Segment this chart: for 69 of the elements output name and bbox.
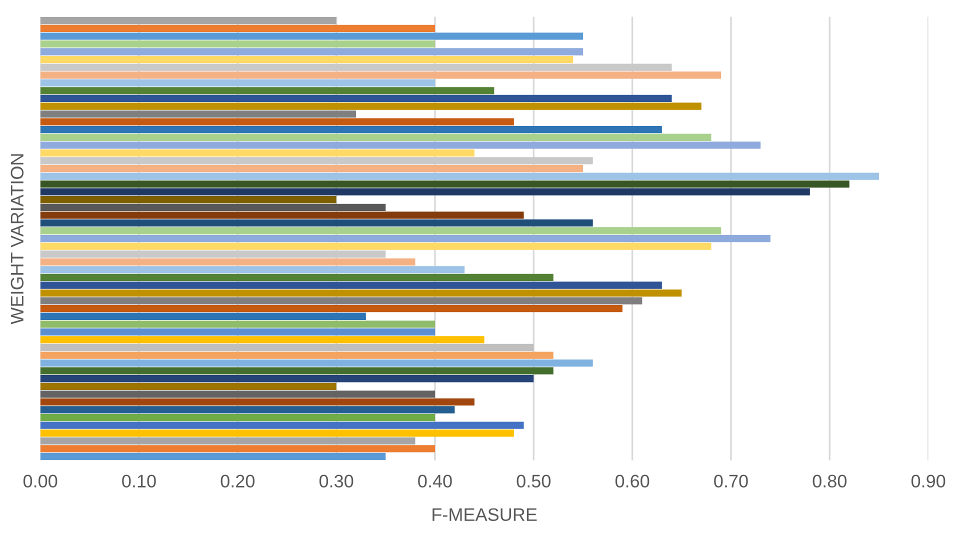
bar — [40, 266, 465, 274]
bar — [40, 24, 435, 32]
bar — [40, 297, 642, 304]
bar — [40, 196, 336, 204]
bar — [40, 422, 524, 429]
bar — [40, 72, 722, 79]
bar — [40, 212, 524, 219]
x-tick-label: 0.90 — [911, 474, 946, 488]
x-axis-title: F-MEASURE — [432, 508, 537, 521]
bar — [40, 17, 336, 24]
bar — [40, 258, 416, 266]
bar — [40, 64, 672, 71]
bar — [40, 32, 583, 40]
x-tick-label: 0.80 — [812, 474, 847, 488]
x-tick-label: 0.50 — [516, 474, 551, 488]
bar — [40, 142, 761, 149]
bar — [40, 219, 593, 227]
bar — [40, 336, 484, 344]
bar — [40, 406, 455, 414]
x-tick-label: 0.10 — [122, 474, 156, 488]
bar — [40, 149, 474, 157]
bar — [40, 56, 574, 64]
bar — [40, 242, 712, 250]
bar — [40, 390, 435, 398]
bar — [40, 188, 810, 196]
bar — [40, 94, 672, 102]
bar — [40, 328, 435, 336]
bar — [40, 437, 416, 444]
bar — [40, 48, 583, 56]
bar — [40, 250, 386, 258]
bar — [40, 164, 583, 172]
bar — [40, 344, 534, 352]
bar — [40, 367, 554, 374]
y-axis-title: WEIGHT VARIATION — [10, 154, 24, 324]
bar — [40, 87, 494, 94]
bar — [40, 180, 850, 188]
bar — [40, 234, 770, 242]
bar — [40, 40, 435, 48]
bar — [40, 320, 435, 328]
bar — [40, 157, 593, 164]
x-tick-label: 0.00 — [23, 474, 58, 488]
bar — [40, 305, 622, 312]
bar — [40, 110, 356, 118]
bar — [40, 282, 662, 289]
x-tick-label: 0.20 — [220, 474, 255, 488]
bar — [40, 126, 662, 134]
bar — [40, 204, 386, 211]
x-tick-label: 0.40 — [418, 474, 452, 488]
bar — [40, 375, 534, 382]
bar — [40, 227, 722, 234]
bar — [40, 289, 682, 297]
bar — [40, 312, 366, 320]
bar — [40, 414, 435, 422]
x-tick-label: 0.30 — [319, 474, 354, 488]
x-tick-label: 0.60 — [615, 474, 650, 488]
bar — [40, 452, 386, 460]
bar — [40, 382, 336, 390]
bar — [40, 79, 435, 86]
bar — [40, 102, 702, 110]
bar — [40, 118, 514, 126]
bar — [40, 359, 593, 367]
bar — [40, 430, 514, 437]
bar — [40, 445, 435, 452]
x-tick-label: 0.70 — [714, 474, 748, 488]
bar — [40, 352, 554, 359]
bar — [40, 398, 474, 406]
bar — [40, 172, 879, 180]
bar — [40, 274, 554, 282]
bar — [40, 134, 712, 141]
